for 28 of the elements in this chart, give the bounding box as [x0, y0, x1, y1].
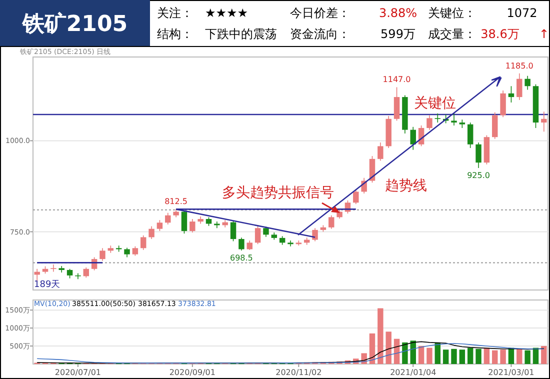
annotation: 1147.0 — [382, 75, 411, 84]
ref-line-label: 关键位 — [414, 96, 456, 112]
annotation: 698.5 — [230, 254, 253, 262]
text: 成交量： — [428, 27, 476, 41]
x-tick-label: 2021/03/01 — [488, 368, 534, 377]
text: 今日价差： — [290, 6, 350, 20]
text: 关注： — [157, 6, 193, 20]
x-tick-label: 2020/09/01 — [169, 368, 216, 377]
annotation: 多头趋势共振信号 — [222, 185, 334, 201]
annotation: 925.0 — [467, 171, 490, 180]
text: 结构： — [157, 27, 193, 41]
text: ★★★★ — [205, 6, 248, 20]
text: 599万 — [380, 27, 416, 41]
text: ↑ — [538, 27, 550, 41]
text: 资金流向： — [290, 27, 350, 41]
annotation: 趋势线 — [385, 178, 427, 194]
x-tick-label: 2021/01/04 — [390, 368, 436, 377]
annotation: 189天 — [34, 279, 60, 290]
annotation: 812.5 — [164, 196, 188, 206]
text: 38.6万 — [480, 27, 520, 41]
text: 1072 — [506, 6, 538, 20]
text: 3.88% — [378, 6, 418, 20]
x-tick-label: 2020/07/01 — [54, 368, 102, 377]
x-tick-label: 2020/11/02 — [276, 368, 322, 377]
text: 关键位： — [428, 6, 476, 20]
chart-title: 铁矿2105 — [21, 11, 128, 37]
text: 下跌中的震荡 — [205, 27, 277, 41]
annotation: 1185.0 — [505, 61, 534, 70]
